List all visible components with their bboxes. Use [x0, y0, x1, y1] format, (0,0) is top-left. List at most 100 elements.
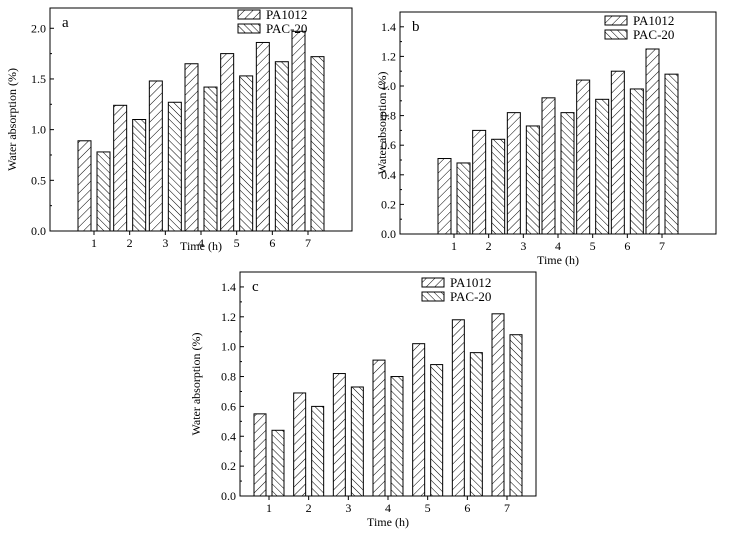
x-tick-label: 3: [345, 501, 351, 515]
bar-pa1012-5: [576, 79, 591, 235]
bar-pa1012-2: [293, 392, 307, 497]
bar-pa1012-5: [220, 53, 235, 232]
y-tick-label: 0.6: [221, 399, 236, 413]
y-tick-label: 1.4: [221, 280, 236, 294]
bar-pac-20-5: [239, 75, 254, 232]
x-axis-label: Time (h): [537, 253, 579, 267]
bar-pac-20-1: [96, 151, 111, 232]
bar-pa1012-7: [491, 313, 505, 497]
legend-label: PA1012: [450, 275, 491, 290]
y-tick-label: 1.0: [221, 340, 236, 354]
bar-pa1012-6: [610, 70, 625, 235]
bar-pac-20-7: [310, 56, 325, 232]
bar-pac-20-5: [430, 364, 444, 497]
bar-pa1012-1: [77, 140, 92, 232]
bar-pa1012-6: [255, 41, 270, 232]
bar-pac-20-6: [274, 61, 289, 232]
panel-label: a: [62, 15, 69, 31]
y-tick-label: 0.5: [31, 173, 46, 187]
bar-pac-20-7: [509, 334, 523, 497]
bar-pa1012-7: [291, 30, 306, 232]
y-axis-label: Water absorption (%): [189, 333, 203, 436]
x-axis-label: Time (h): [367, 515, 409, 529]
y-tick-label: 0.8: [221, 370, 236, 384]
y-tick-label: 1.5: [31, 72, 46, 86]
panel-label: b: [412, 19, 420, 35]
y-tick-label: 0.0: [381, 227, 396, 241]
y-tick-label: 0.4: [381, 168, 396, 182]
x-tick-label: 6: [464, 501, 470, 515]
bar-pa1012-3: [332, 373, 346, 497]
y-tick-label: 0.8: [381, 109, 396, 123]
bar-pa1012-4: [541, 97, 556, 235]
bar-pa1012-1: [437, 158, 452, 235]
x-tick-label: 2: [306, 501, 312, 515]
bar-pac-20-7: [664, 73, 679, 235]
bar-pac-20-6: [469, 352, 483, 497]
y-tick-label: 1.2: [381, 49, 396, 63]
bar-pac-20-4: [203, 86, 218, 232]
y-tick-label: 1.0: [31, 123, 46, 137]
legend-swatch: [237, 23, 261, 34]
legend-swatch: [604, 15, 628, 26]
y-tick-label: 0.2: [221, 459, 236, 473]
bar-pa1012-7: [645, 48, 660, 235]
bar-pac-20-4: [560, 112, 575, 235]
bar-pa1012-2: [472, 129, 487, 235]
x-tick-label: 7: [504, 501, 510, 515]
x-tick-label: 4: [198, 236, 204, 250]
chart-panel-c: 0.0 0.2 0.4 0.6 0.8 1.0 1.2 1.4 1 2 3 4 5 6 7 Time (h) W…: [189, 271, 537, 529]
bar-pa1012-6: [451, 319, 465, 497]
x-tick-label: 4: [555, 239, 561, 253]
y-tick-label: 0.6: [381, 138, 396, 152]
bar-pac-20-1: [271, 429, 285, 497]
x-tick-label: 5: [590, 239, 596, 253]
bar-pa1012-3: [506, 112, 521, 235]
x-tick-label: 1: [451, 239, 457, 253]
plot-frame: [49, 7, 353, 232]
x-tick-label: 2: [127, 236, 133, 250]
bar-pa1012-4: [184, 63, 199, 232]
y-axis-label: Water absorption (%): [5, 68, 19, 171]
y-tick-label: 1.0: [381, 79, 396, 93]
bar-pac-20-2: [311, 405, 325, 497]
x-tick-label: 6: [624, 239, 630, 253]
y-axis-label: Water absorption (%): [375, 72, 389, 175]
y-tick-label: 0.0: [31, 224, 46, 238]
x-tick-label: 5: [234, 236, 240, 250]
legend-swatch: [421, 291, 445, 302]
bar-pa1012-4: [372, 359, 386, 497]
x-tick-label: 5: [425, 501, 431, 515]
bar-pac-20-3: [350, 386, 364, 497]
bar-pa1012-1: [253, 413, 267, 497]
x-tick-label: 3: [520, 239, 526, 253]
bar-pac-20-1: [456, 162, 471, 235]
legend-label: PA1012: [266, 7, 307, 22]
x-tick-label: 1: [266, 501, 272, 515]
legend-label: PA1012: [633, 13, 674, 28]
x-tick-label: 4: [385, 501, 391, 515]
x-tick-label: 6: [269, 236, 275, 250]
legend-swatch: [421, 277, 445, 288]
legend-label: PAC-20: [266, 21, 307, 36]
y-tick-label: 2.0: [31, 21, 46, 35]
x-axis-label: Time (h): [180, 239, 222, 253]
chart-panel-a: 0.0 0.5 1.0 1.5 2.0 1 2 3 4 5 6 7 Time (h) Water abso…: [5, 7, 353, 253]
y-tick-label: 0.2: [381, 197, 396, 211]
bar-pa1012-3: [148, 80, 163, 232]
bar-pac-20-6: [629, 88, 644, 235]
legend-label: PAC-20: [450, 289, 491, 304]
panel-label: c: [252, 279, 259, 295]
y-tick-label: 1.2: [221, 310, 236, 324]
legend-swatch: [604, 29, 628, 40]
x-tick-label: 1: [91, 236, 97, 250]
bar-pa1012-2: [113, 104, 128, 232]
y-tick-label: 0.0: [221, 489, 236, 503]
bar-pac-20-5: [595, 98, 610, 235]
bar-pac-20-3: [167, 101, 182, 232]
bar-pac-20-4: [390, 376, 404, 497]
x-tick-label: 3: [162, 236, 168, 250]
bar-pac-20-2: [132, 119, 147, 232]
bar-pac-20-2: [491, 138, 506, 235]
x-tick-label: 7: [659, 239, 665, 253]
